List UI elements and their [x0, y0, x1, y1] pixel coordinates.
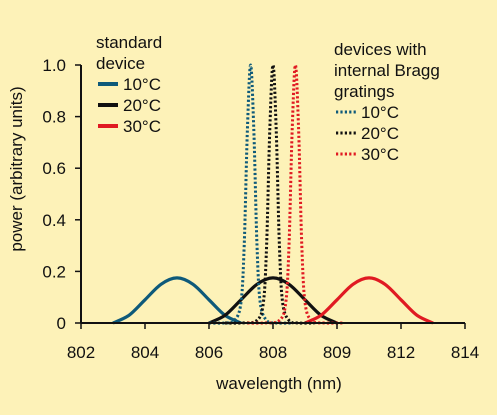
legend-title-line: gratings [334, 82, 394, 101]
y-tick-label: 1.0 [42, 56, 66, 75]
legend-title-line: device [96, 54, 145, 73]
series-bragg-4 [224, 63, 315, 325]
x-tick-label: 804 [131, 343, 159, 362]
legend-title-line: internal Bragg [334, 61, 440, 80]
y-tick-label: 0.2 [42, 262, 66, 281]
series-bragg-3 [208, 63, 293, 325]
legend-entry-label: 20°C [361, 124, 399, 143]
legend-entry-label: 30°C [361, 145, 399, 164]
legend-title-line: devices with [334, 40, 427, 59]
y-axis-title: power (arbitrary units) [7, 86, 26, 251]
x-tick-label: 808 [259, 343, 287, 362]
legend-entry-label: 10°C [123, 75, 161, 94]
legend-title-line: standard [96, 33, 162, 52]
legend-entry-label: 10°C [361, 103, 399, 122]
legend-layer: standard device 10°C 20°C 30°C devices with in… [96, 33, 440, 164]
x-tick-label: 814 [451, 343, 479, 362]
y-tick-label: 0 [57, 314, 66, 333]
axes-layer: 802 804 806 808 809 812 814 0 0.2 0.4 0.6 0.8 1.0 [42, 56, 479, 362]
series-layer [112, 63, 434, 325]
series-standard-1 [208, 276, 338, 325]
y-tick-label: 0.4 [42, 211, 66, 230]
x-tick-label: 806 [195, 343, 223, 362]
x-axis-title: wavelength (nm) [215, 374, 342, 393]
legend-entry-label: 20°C [123, 96, 161, 115]
y-tick-label: 0.6 [42, 159, 66, 178]
x-tick-label: 809 [323, 343, 351, 362]
legend-entry-label: 30°C [123, 117, 161, 136]
series-standard-2 [304, 276, 434, 325]
x-tick-label: 812 [387, 343, 415, 362]
series-bragg-5 [247, 63, 344, 325]
x-tick-label: 802 [67, 343, 95, 362]
y-tick-label: 0.8 [42, 108, 66, 127]
series-standard-0 [112, 276, 242, 325]
